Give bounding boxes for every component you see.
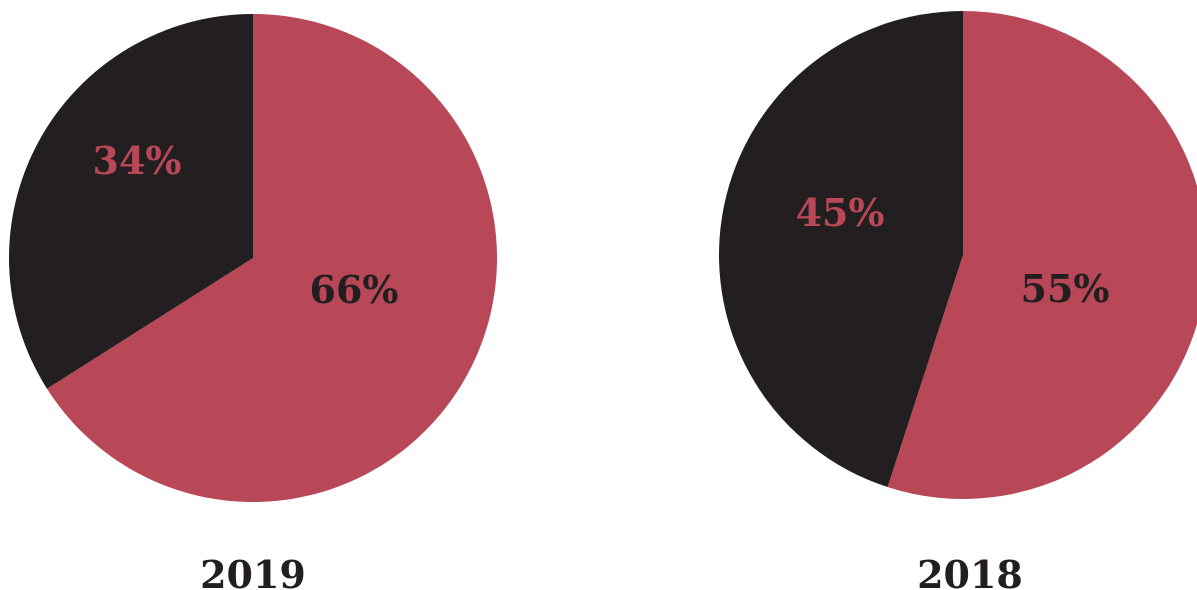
pie-slice-2019-34 [8, 14, 253, 389]
slice-label-2018-45: 45% [796, 190, 885, 235]
slice-label-2019-34: 34% [93, 138, 182, 183]
chart-year-label-2019: 2019 [200, 552, 306, 590]
slice-label-2019-66: 66% [310, 267, 399, 312]
chart-year-label-2018: 2018 [917, 552, 1023, 590]
pie-chart-2018: 55% 45% [718, 10, 1197, 499]
pie-slice-2018-45 [718, 10, 963, 488]
pie-slice-2019-66 [46, 14, 497, 503]
pie-slice-2018-55 [887, 11, 1197, 499]
slice-label-2018-55: 55% [1021, 266, 1110, 311]
pie-chart-2019: 66% 34% [8, 14, 497, 503]
